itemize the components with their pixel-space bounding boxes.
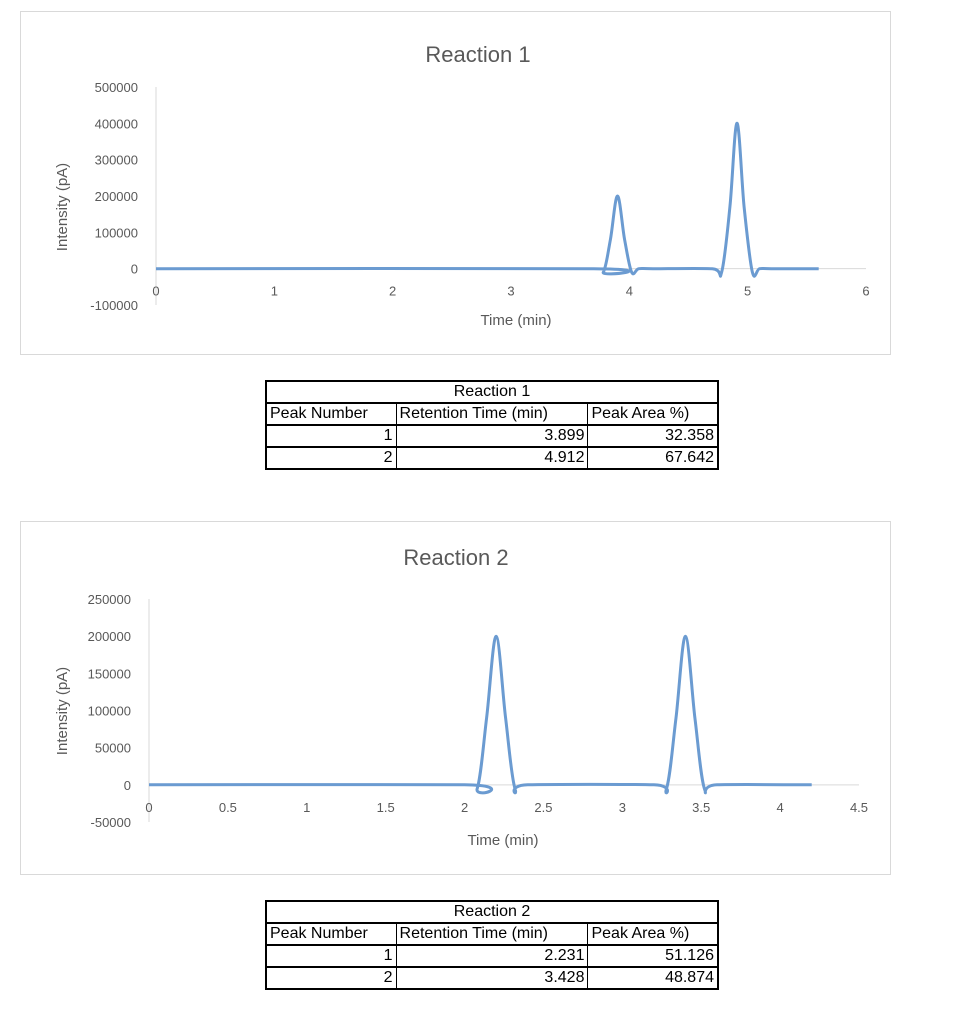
x-tick-label: 4 (626, 284, 633, 299)
reaction-2-table: Reaction 2 Peak Number Retention Time (m… (265, 900, 719, 990)
reaction-1-plot: Reaction 1 Time (min) Intensity (pA) 500… (54, 42, 870, 329)
peak-number-cell: 2 (265, 966, 397, 990)
retention-time-cell: 2.231 (395, 944, 589, 968)
y-tick-label: 300000 (95, 153, 138, 168)
y-tick-label: 250000 (88, 592, 131, 607)
x-tick-label: 4.5 (850, 800, 868, 815)
table-row: 2 3.428 48.874 (265, 966, 719, 990)
y-axis-title: Intensity (pA) (54, 667, 71, 755)
y-axis-title: Intensity (pA) (54, 163, 71, 251)
x-axis-title: Time (min) (480, 312, 551, 329)
x-tick-label: 1 (303, 800, 310, 815)
table-row: 2 4.912 67.642 (265, 446, 719, 470)
y-tick-label: 0 (124, 778, 131, 793)
y-tick-label: 500000 (95, 80, 138, 95)
x-tick-label: 4 (776, 800, 783, 815)
x-tick-label: 0.5 (219, 800, 237, 815)
table-title: Reaction 2 (265, 900, 719, 924)
y-tick-label: 400000 (95, 116, 138, 131)
peak-area-cell: 32.358 (587, 424, 719, 448)
x-tick-label: 2.5 (534, 800, 552, 815)
reaction-1-chart: Reaction 1 Time (min) Intensity (pA) 500… (20, 11, 891, 355)
reaction-2-chart: Reaction 2 Time (min) Intensity (pA) 250… (20, 521, 891, 875)
y-tick-label: -100000 (90, 298, 138, 313)
x-tick-label: 1.5 (377, 800, 395, 815)
peak-number-cell: 2 (265, 446, 397, 470)
retention-time-cell: 3.428 (395, 966, 589, 990)
y-tick-label: -50000 (91, 815, 131, 830)
y-tick-label: 100000 (95, 225, 138, 240)
y-tick-label: 200000 (95, 189, 138, 204)
chart-title: Reaction 2 (403, 545, 508, 570)
x-tick-label: 5 (744, 284, 751, 299)
retention-time-cell: 3.899 (395, 424, 589, 448)
y-tick-label: 150000 (88, 666, 131, 681)
table-title: Reaction 1 (265, 380, 719, 404)
chart-title: Reaction 1 (425, 42, 530, 67)
table-row: 1 3.899 32.358 (265, 424, 719, 448)
x-tick-label: 6 (862, 284, 869, 299)
peak-area-cell: 51.126 (587, 944, 719, 968)
x-tick-label: 3 (507, 284, 514, 299)
header-retention-time: Retention Time (min) (395, 922, 589, 946)
x-tick-label: 2 (389, 284, 396, 299)
chromatogram-series-line (155, 121, 819, 278)
header-peak-number: Peak Number (265, 402, 397, 426)
x-tick-label: 0 (145, 800, 152, 815)
reaction-1-table: Reaction 1 Peak Number Retention Time (m… (265, 380, 719, 470)
header-peak-area: Peak Area %) (587, 402, 719, 426)
x-tick-label: 2 (461, 800, 468, 815)
y-tick-label: 0 (131, 262, 138, 277)
y-tick-label: 50000 (95, 741, 131, 756)
x-tick-label: 3 (619, 800, 626, 815)
header-peak-number: Peak Number (265, 922, 397, 946)
retention-time-cell: 4.912 (395, 446, 589, 470)
header-retention-time: Retention Time (min) (395, 402, 589, 426)
x-tick-label: 1 (271, 284, 278, 299)
y-tick-label: 100000 (88, 704, 131, 719)
reaction-2-plot: Reaction 2 Time (min) Intensity (pA) 250… (54, 545, 868, 849)
peak-number-cell: 1 (265, 944, 397, 968)
peak-area-cell: 48.874 (587, 966, 719, 990)
table-row: 1 2.231 51.126 (265, 944, 719, 968)
peak-area-cell: 67.642 (587, 446, 719, 470)
x-axis-title: Time (min) (467, 832, 538, 849)
y-tick-label: 200000 (88, 629, 131, 644)
x-tick-label: 0 (152, 284, 159, 299)
x-tick-label: 3.5 (692, 800, 710, 815)
peak-number-cell: 1 (265, 424, 397, 448)
chromatogram-series-line (148, 634, 812, 795)
header-peak-area: Peak Area %) (587, 922, 719, 946)
